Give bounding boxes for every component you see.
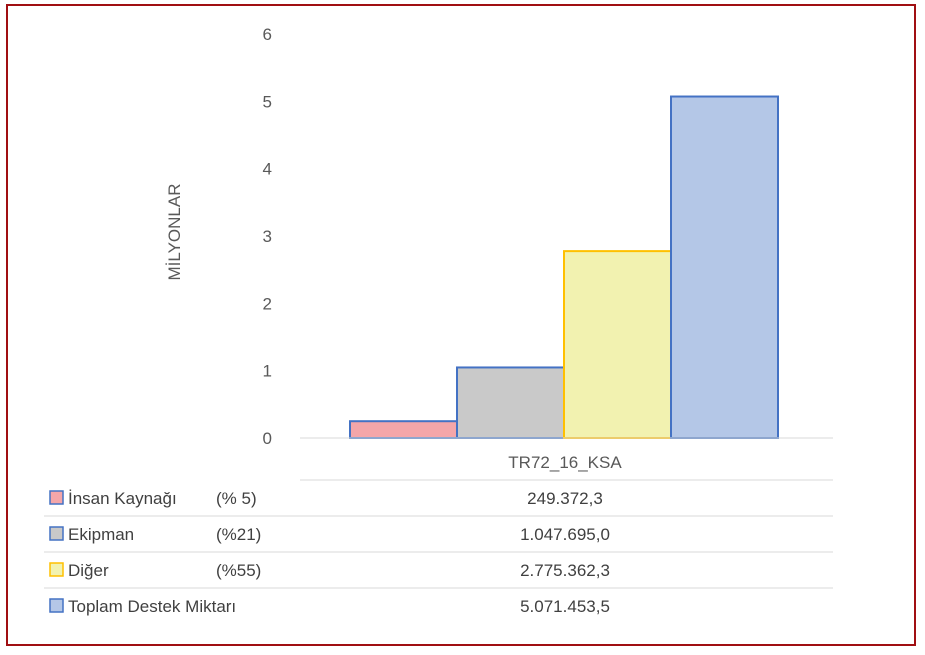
data-table: İnsan Kaynağı (% 5) 249.372,3 Ekipman (%21) 1… xyxy=(44,479,833,616)
y-axis-ticks: 0 1 2 3 4 5 6 xyxy=(263,25,272,448)
series-value: 1.047.695,0 xyxy=(520,525,610,544)
series-value: 5.071.453,5 xyxy=(520,597,610,616)
bar xyxy=(563,250,672,439)
series-share: (% 5) xyxy=(216,489,257,508)
y-tick-label: 4 xyxy=(263,160,272,179)
series-name: İnsan Kaynağı xyxy=(68,489,177,508)
y-tick-label: 3 xyxy=(263,227,272,246)
y-axis-label: MİLYONLAR xyxy=(165,184,184,281)
y-tick-label: 1 xyxy=(263,362,272,381)
series-value: 249.372,3 xyxy=(527,489,603,508)
legend-key xyxy=(49,526,64,541)
y-tick-label: 2 xyxy=(263,294,272,313)
bar xyxy=(456,366,565,439)
category-label: TR72_16_KSA xyxy=(508,453,622,472)
series-name: Ekipman xyxy=(68,525,134,544)
series-name: Diğer xyxy=(68,561,109,580)
legend-key xyxy=(49,490,64,505)
legend-key xyxy=(49,598,64,613)
y-tick-label: 0 xyxy=(263,429,272,448)
series-value: 2.775.362,3 xyxy=(520,561,610,580)
series-name: Toplam Destek Miktarı xyxy=(68,597,236,616)
y-tick-label: 6 xyxy=(263,25,272,44)
series-share: (%55) xyxy=(216,561,261,580)
series-share: (%21) xyxy=(216,525,261,544)
bars xyxy=(349,95,779,440)
bar xyxy=(670,95,779,440)
legend-key xyxy=(49,562,64,577)
bar xyxy=(349,420,458,439)
y-tick-label: 5 xyxy=(263,92,272,111)
